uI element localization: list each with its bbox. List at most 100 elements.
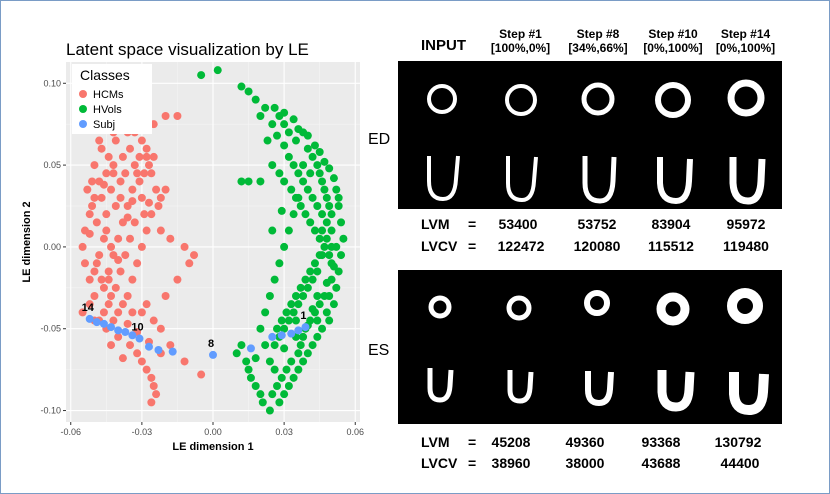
data-point-hvols	[308, 275, 317, 284]
data-point-hcms	[144, 198, 153, 207]
ed-lvcv-value: 120080	[573, 238, 621, 254]
data-point-hvols	[318, 210, 327, 219]
data-point-hcms	[88, 177, 97, 186]
data-point-hcms	[102, 210, 111, 219]
es-lvcv-value: 38960	[491, 455, 531, 471]
data-point-hcms	[128, 185, 137, 194]
data-point-hcms	[104, 275, 113, 284]
data-point-hvols	[308, 193, 317, 202]
point-annotation: 1	[300, 310, 306, 322]
step-header-10: Step #10 [0%,100%]	[634, 27, 712, 55]
ed-lvcv-value: 119480	[723, 238, 769, 254]
data-point-hvols	[320, 292, 329, 300]
data-point-hvols	[296, 202, 305, 210]
data-point-hvols	[284, 382, 293, 390]
step-name: Step #10	[648, 27, 698, 41]
data-point-hvols	[256, 324, 265, 333]
step-name: Step #14	[720, 27, 771, 41]
data-point-hvols	[322, 218, 331, 227]
data-point-hvols	[303, 349, 312, 358]
data-point-hvols	[270, 275, 279, 284]
data-point-hcms	[161, 112, 170, 120]
data-point-hvols	[318, 177, 327, 186]
data-point-hvols	[282, 365, 291, 374]
data-point-hcms	[114, 332, 123, 341]
data-point-hcms	[137, 193, 146, 202]
data-point-hvols	[287, 185, 296, 194]
y-tick-label: -0.10	[40, 406, 61, 416]
es-u-step8	[585, 371, 614, 407]
data-point-hcms	[180, 357, 189, 366]
es-image-panel	[398, 270, 782, 424]
data-point-hvols	[197, 71, 206, 80]
data-point-hvols	[313, 292, 322, 300]
es-lvm-value: 130792	[714, 434, 762, 450]
step-header-14: Step #14 [0%,100%]	[708, 27, 783, 55]
data-point-hvols	[261, 308, 270, 317]
step-range: [0%,100%]	[643, 41, 703, 55]
y-tick-label: 0.05	[43, 160, 61, 170]
data-point-hcms	[130, 161, 139, 170]
data-point-hcms	[123, 292, 132, 300]
ed-lvm-label: LVM	[421, 216, 450, 232]
data-point-hvols	[270, 341, 279, 350]
data-point-hcms	[137, 357, 146, 366]
es-lvm-eq: =	[468, 434, 477, 450]
ed-lvcv-eq: =	[468, 238, 477, 254]
data-point-hvols	[244, 87, 253, 96]
data-point-hcms	[111, 136, 120, 145]
data-point-hvols	[265, 292, 274, 300]
x-axis-label: LE dimension 1	[172, 441, 253, 453]
data-point-hcms	[197, 370, 206, 379]
data-point-hcms	[111, 283, 120, 292]
data-point-hcms	[130, 218, 139, 227]
data-point-hcms	[109, 161, 118, 170]
data-point-hcms	[92, 218, 101, 227]
data-point-hcms	[123, 319, 132, 328]
legend-label: HCMs	[93, 89, 124, 101]
data-point-hcms	[185, 259, 194, 268]
data-point-hcms	[152, 185, 161, 194]
legend-label: Subj	[93, 119, 115, 131]
data-point-hvols	[251, 354, 260, 363]
data-point-hvols	[306, 169, 315, 178]
data-point-hvols	[261, 103, 270, 112]
point-annotation: 10	[131, 322, 143, 334]
data-point-hcms	[97, 193, 106, 202]
data-point-hvols	[275, 169, 284, 178]
legend-swatch	[79, 120, 87, 128]
y-tick-label: -0.05	[40, 324, 61, 334]
data-point-hvols	[313, 202, 322, 210]
data-point-hcms	[128, 197, 137, 206]
data-point-hvols	[263, 136, 272, 145]
data-point-hcms	[147, 169, 156, 178]
data-point-subj	[144, 342, 153, 351]
data-point-hvols	[256, 390, 265, 399]
data-point-hvols	[313, 316, 322, 325]
ed-u-input	[427, 155, 460, 202]
es-u-step10	[657, 370, 695, 412]
data-point-hcms	[85, 275, 94, 284]
es-mri-segmentations	[427, 288, 769, 416]
data-point-hcms	[128, 275, 137, 284]
data-point-hvols	[299, 357, 308, 366]
data-point-hcms	[133, 349, 142, 358]
data-point-hvols	[237, 82, 246, 91]
data-point-hvols	[261, 341, 270, 350]
data-point-hcms	[92, 259, 101, 268]
data-point-hvols	[265, 406, 274, 415]
data-point-hcms	[133, 169, 142, 178]
data-point-hvols	[244, 365, 253, 374]
data-point-hcms	[107, 292, 116, 300]
y-tick-label: 0.10	[43, 78, 61, 88]
data-point-hvols	[246, 373, 255, 382]
data-point-hvols	[280, 177, 289, 186]
data-point-hvols	[277, 373, 286, 382]
ed-lvm-value: 53400	[498, 216, 538, 232]
data-point-hvols	[291, 292, 300, 300]
ed-lvm-value: 83904	[651, 216, 691, 232]
data-point-hvols	[308, 341, 317, 350]
data-point-hcms	[140, 169, 149, 178]
data-point-hvols	[256, 177, 265, 186]
es-lvm-value: 93368	[641, 434, 681, 450]
